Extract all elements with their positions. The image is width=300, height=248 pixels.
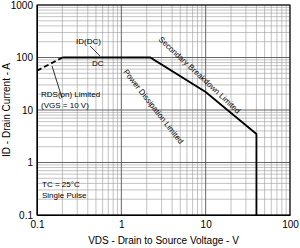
series-line bbox=[37, 58, 62, 71]
plot-frame bbox=[37, 5, 290, 215]
annotations: ID(DC) DC RDS(on) Limited (VGS = 10 V) Secon… bbox=[41, 35, 242, 200]
annotation: Secondary Breakdown Limited bbox=[157, 35, 243, 116]
minor-grid-line bbox=[37, 73, 290, 74]
tick: 100 bbox=[282, 215, 299, 230]
minor-grid-line bbox=[37, 10, 290, 11]
minor-grid-line bbox=[37, 25, 290, 26]
annotation: RDS(on) Limited bbox=[41, 90, 100, 99]
y-axis-title: ID - Drain Current - A bbox=[1, 63, 12, 157]
tick-label: 10 bbox=[201, 219, 213, 230]
x-axis: 0.1 1 10 100 bbox=[31, 215, 300, 230]
tick-label: 1000 bbox=[11, 0, 34, 11]
tick-label: 100 bbox=[282, 219, 299, 230]
tick-label: 1 bbox=[27, 157, 33, 168]
annotation: TC = 25°C bbox=[42, 180, 80, 189]
minor-grid-line bbox=[37, 69, 290, 70]
leader-line bbox=[52, 66, 62, 98]
tick-label: 0.1 bbox=[31, 219, 45, 230]
tick: 100 bbox=[16, 52, 37, 63]
tick: 10 bbox=[22, 105, 37, 116]
y-axis: 0.1 1 10 100 1000 bbox=[11, 0, 38, 221]
annotation: ID(DC) bbox=[76, 37, 101, 46]
tick: 0.1 bbox=[19, 210, 37, 221]
minor-grid-line bbox=[37, 16, 290, 17]
annotation: Power Dissipation Limited bbox=[121, 68, 185, 146]
minor-grid-line bbox=[37, 59, 290, 60]
annotation: DC bbox=[92, 59, 104, 68]
minor-grid-line bbox=[37, 84, 290, 85]
series-group bbox=[37, 58, 256, 216]
tick-label: 10 bbox=[22, 105, 34, 116]
tick: 1000 bbox=[11, 0, 37, 11]
minor-grid-line bbox=[37, 7, 290, 8]
chart: 0.1 1 10 100 0.1 1 10 100 1000 VDS - Drain to Sou… bbox=[0, 0, 300, 248]
grid-line bbox=[37, 162, 290, 163]
grid bbox=[37, 5, 290, 215]
series-line bbox=[62, 58, 256, 216]
tick-label: 1 bbox=[119, 219, 125, 230]
tick: 1 bbox=[119, 215, 125, 230]
minor-grid-line bbox=[37, 62, 290, 63]
plot: 0.1 1 10 100 0.1 1 10 100 1000 bbox=[11, 0, 300, 230]
minor-grid-line bbox=[37, 167, 290, 168]
minor-grid-line bbox=[37, 170, 290, 171]
minor-grid-line bbox=[37, 146, 290, 147]
annotation: (VGS = 10 V) bbox=[41, 101, 89, 110]
minor-grid-line bbox=[37, 178, 290, 179]
minor-grid-line bbox=[37, 137, 290, 138]
tick: 10 bbox=[201, 215, 213, 230]
annotation: Single Pulse bbox=[42, 191, 87, 200]
minor-grid-line bbox=[37, 164, 290, 165]
tick-label: 100 bbox=[16, 52, 33, 63]
tick: 1 bbox=[27, 157, 37, 168]
leader-line bbox=[90, 46, 100, 56]
tick-label: 0.1 bbox=[19, 210, 33, 221]
minor-grid-line bbox=[37, 78, 290, 79]
minor-grid-line bbox=[37, 174, 290, 175]
minor-grid-line bbox=[37, 32, 290, 33]
minor-grid-line bbox=[37, 20, 290, 21]
x-axis-title: VDS - Drain to Source Voltage - V bbox=[88, 235, 239, 246]
minor-grid-line bbox=[37, 13, 290, 14]
